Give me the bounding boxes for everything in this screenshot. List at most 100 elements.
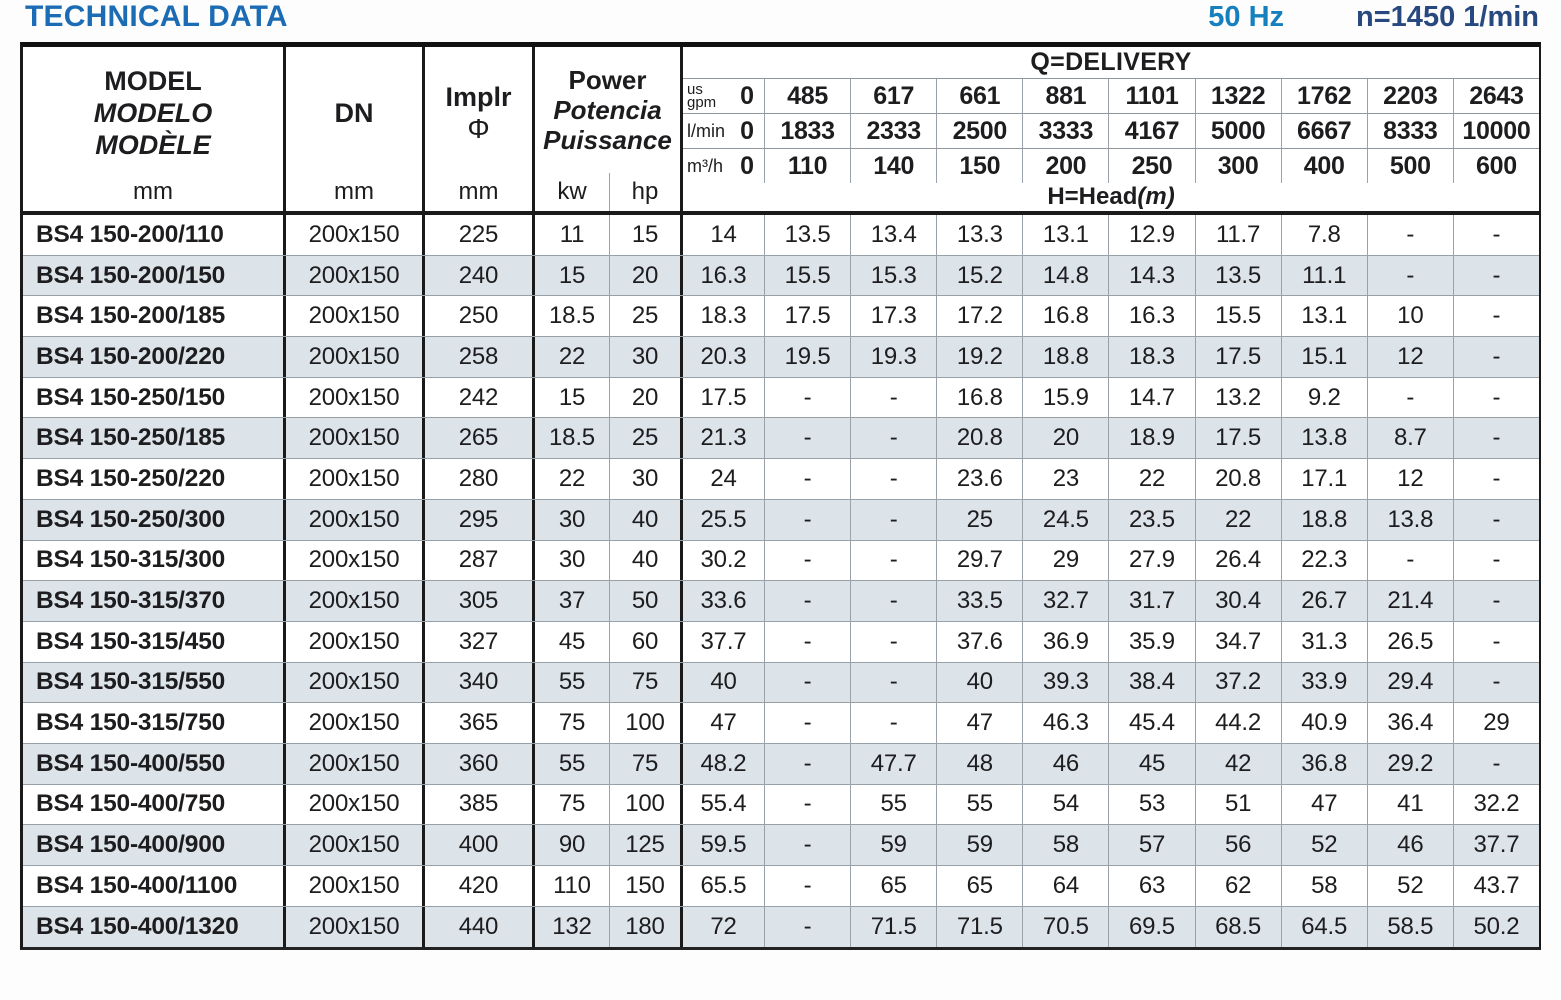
head-value-cell: 46	[1023, 743, 1110, 784]
delivery-flow-cell: 1762	[1282, 79, 1368, 113]
head-value-cell: 16.3	[1109, 296, 1196, 337]
head-value-cell: -	[765, 866, 852, 906]
dn-column-header: DN mm	[286, 47, 425, 211]
model-cell: BS4 150-400/1320	[23, 906, 286, 948]
delivery-unit-row: us gpm 0 485 617 661 881 1101 1322 1762 2203 2643	[683, 78, 1539, 113]
head-value-cell: 53	[1109, 784, 1196, 825]
head-value-cell: 37.7	[683, 621, 765, 662]
kw-cell: 11	[535, 215, 610, 255]
head-value-cell: 26.5	[1368, 621, 1454, 662]
hp-cell: 25	[610, 296, 683, 337]
dn-cell: 200x150	[286, 621, 425, 662]
head-value-cell: -	[1492, 749, 1501, 777]
delivery-flow-cell: 500	[1368, 149, 1454, 183]
power-column-header: Power Potencia Puissance kw hp	[535, 47, 683, 211]
impeller-cell: 258	[425, 337, 535, 377]
head-value-cell: 16.3	[683, 255, 765, 296]
head-value-cell: 15.1	[1282, 337, 1368, 377]
head-value-cell: 52	[1282, 825, 1368, 865]
head-value-cell: 18.3	[683, 296, 765, 337]
head-value-cell: 17.5	[1196, 337, 1282, 377]
dn-cell: 200x150	[286, 743, 425, 784]
power-units-row: kw hp	[535, 173, 680, 211]
head-value-cell: -	[1492, 424, 1501, 452]
delivery-flow-cell: 2500	[937, 114, 1024, 148]
delivery-zero-value: 0	[740, 116, 754, 145]
table-row: BS4 150-250/150 200x150 242 15 20 17.5- -16.8 1…	[23, 377, 1539, 419]
model-cell: BS4 150-315/370	[23, 581, 286, 621]
head-value-cell: 20.8	[1196, 459, 1282, 499]
head-value-cell: 44.2	[1196, 703, 1282, 743]
head-value-cell: 13.8	[1368, 499, 1454, 540]
impeller-cell: 287	[425, 540, 535, 581]
head-value-cell: 55	[937, 784, 1024, 825]
hp-unit: hp	[631, 178, 659, 205]
head-value-cell: 21.4	[1368, 581, 1454, 621]
head-value-cell: 29	[1483, 709, 1510, 737]
impeller-cell: 365	[425, 703, 535, 743]
head-value-cell: 34.7	[1196, 621, 1282, 662]
head-value-cell: -	[1492, 342, 1501, 370]
head-value-cell: 65	[851, 866, 938, 906]
model-cell: BS4 150-315/450	[23, 621, 286, 662]
kw-cell: 90	[535, 825, 610, 865]
model-cell: BS4 150-200/110	[23, 215, 286, 255]
head-value-cell: 31.3	[1282, 621, 1368, 662]
head-value-cell: 68.5	[1196, 906, 1282, 948]
table-row: BS4 150-400/550 200x150 360 55 75 48.2-47.7 48…	[23, 743, 1539, 785]
head-value-cell: -	[1492, 464, 1501, 492]
head-value-cell: 18.9	[1109, 418, 1196, 459]
head-value-cell: 15.3	[851, 255, 938, 296]
model-cell: BS4 150-315/550	[23, 662, 286, 703]
delivery-unit-rows: us gpm 0 485 617 661 881 1101 1322 1762 2203 2643 l/…	[683, 78, 1539, 183]
hp-cell: 50	[610, 581, 683, 621]
hp-cell: 75	[610, 743, 683, 784]
hp-cell: 20	[610, 377, 683, 418]
delivery-flow-cell: 485	[765, 79, 852, 113]
hp-cell: 25	[610, 418, 683, 459]
head-value-cell: 58.5	[1368, 906, 1454, 948]
table-row: BS4 150-250/300 200x150 295 30 40 25.5- -25 24.…	[23, 499, 1539, 541]
dn-cell: 200x150	[286, 296, 425, 337]
head-value-cell: -	[851, 377, 938, 418]
head-value-cell: 29.4	[1368, 662, 1454, 703]
head-value-cell: 15.5	[765, 255, 852, 296]
table-row: BS4 150-400/900 200x150 400 90 125 59.5-59 59 5…	[23, 825, 1539, 866]
head-value-cell: -	[765, 377, 852, 418]
delivery-flow-cell: 10000	[1462, 116, 1531, 145]
page: TECHNICAL DATA 50 Hz n=1450 1/min MODEL …	[20, 0, 1541, 951]
model-cell: BS4 150-400/750	[23, 784, 286, 825]
head-value-cell: -	[851, 540, 938, 581]
head-value-cell: 32.2	[1473, 790, 1520, 818]
table-row: BS4 150-400/750 200x150 385 75 100 55.4-55 55 5…	[23, 784, 1539, 826]
delivery-zero-value: 0	[740, 151, 754, 180]
head-value-cell: 14.8	[1023, 255, 1110, 296]
head-value-cell: 69.5	[1109, 906, 1196, 948]
head-value-cell: 19.3	[851, 337, 938, 377]
table-row: BS4 150-400/1100 200x150 420 110 150 65.5-65 6…	[23, 866, 1539, 907]
head-value-cell: 36.9	[1023, 621, 1110, 662]
head-value-cell: 13.1	[1282, 296, 1368, 337]
impeller-cell: 385	[425, 784, 535, 825]
head-value-cell: 17.5	[765, 296, 852, 337]
table-row: BS4 150-200/150 200x150 240 15 20 16.3 15.5 15.…	[23, 255, 1539, 297]
head-value-cell: -	[765, 784, 852, 825]
head-value-cell: 59.5	[683, 825, 765, 865]
head-value-cell: 22.3	[1282, 540, 1368, 581]
delivery-flow-cell: 2643	[1469, 81, 1524, 110]
head-value-cell: 25.5	[683, 499, 765, 540]
head-value-cell: 11.1	[1282, 255, 1368, 296]
table-row: BS4 150-400/1320 200x150 440 132 180 72-71.5 7…	[23, 906, 1539, 948]
head-value-cell: 36.4	[1368, 703, 1454, 743]
frequency-label: 50 Hz	[1208, 1, 1285, 33]
head-value-cell: -	[1492, 546, 1501, 574]
dn-cell: 200x150	[286, 866, 425, 906]
head-value-cell: 37.7	[1473, 831, 1520, 859]
kw-cell: 30	[535, 499, 610, 540]
dn-cell: 200x150	[286, 215, 425, 255]
delivery-title: Q=DELIVERY	[1030, 48, 1192, 76]
dn-cell: 200x150	[286, 784, 425, 825]
head-value-cell: 42	[1196, 743, 1282, 784]
power-label-es: Potencia	[553, 95, 662, 125]
delivery-flow-cell: 6667	[1282, 114, 1368, 148]
